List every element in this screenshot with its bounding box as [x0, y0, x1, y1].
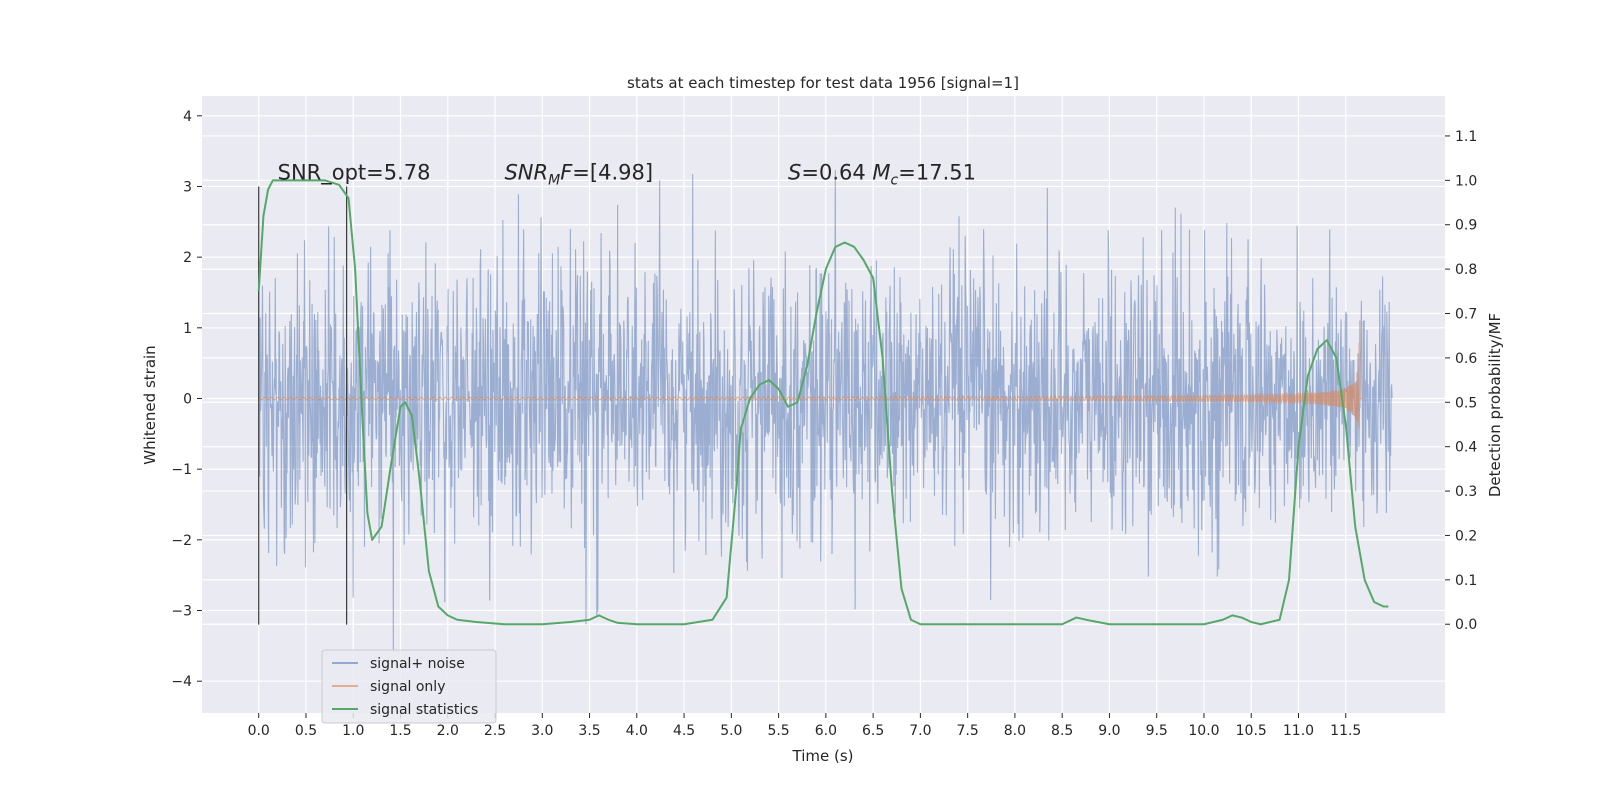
y-tick-label: −3: [171, 604, 192, 620]
y-tick-label: −4: [171, 674, 192, 690]
y2-tick-label: 0.8: [1455, 262, 1477, 278]
y2-axis-label: Detection probability/MF: [1486, 313, 1504, 497]
signal-only-line: [258, 320, 1363, 429]
y2-tick-label: 0.1: [1455, 573, 1477, 589]
vertical-lines: [258, 186, 348, 625]
legend-label-signal-only: signal only: [370, 679, 445, 695]
y2-tick-label: 0.7: [1455, 307, 1477, 323]
y2-tick-label: 0.9: [1455, 218, 1477, 234]
x-tick-label: 10.0: [1188, 723, 1219, 739]
signal-statistics-series: [257, 179, 1389, 626]
x-tick-label: 9.5: [1146, 723, 1168, 739]
legend-label-signal-plus-noise: signal+ noise: [370, 656, 465, 672]
x-tick-label: 6.0: [815, 723, 837, 739]
x-tick-label: 8.0: [1004, 723, 1026, 739]
y2-tick-label: 0.5: [1455, 395, 1477, 411]
x-tick-label: 0.0: [248, 723, 270, 739]
annotations: SNR_opt=5.78 SNRMF=[4.98] S=0.64 Mc=17.51: [278, 160, 976, 188]
signal-plus-noise-line: [258, 169, 1393, 652]
signal-statistics-line: [257, 179, 1389, 626]
y2-tick-label: 0.6: [1455, 351, 1477, 367]
x-tick-label: 7.0: [909, 723, 931, 739]
y-axis-label: Whitened strain: [141, 345, 159, 464]
y2-axis-ticks: 0.0 0.1 0.2 0.3 0.4 0.5 0.6 0.7 0.8 0.9 1.0 1.1: [1445, 129, 1477, 633]
x-tick-label: 2.5: [484, 723, 506, 739]
x-tick-label: 7.5: [957, 723, 979, 739]
y2-tick-label: 0.4: [1455, 440, 1477, 456]
y-tick-label: 4: [183, 109, 192, 125]
legend: signal+ noise signal only signal statist…: [321, 649, 497, 724]
signal-plus-noise-series: [258, 169, 1393, 652]
y2-tick-label: 0.2: [1455, 528, 1477, 544]
signal-only-series: [258, 320, 1363, 429]
x-tick-label: 0.5: [295, 723, 317, 739]
legend-label-signal-statistics: signal statistics: [370, 702, 478, 718]
x-tick-label: 11.5: [1330, 723, 1361, 739]
y-tick-label: 1: [183, 321, 192, 337]
x-axis-label: Time (s): [792, 747, 854, 765]
x-tick-label: 10.5: [1236, 723, 1267, 739]
y2-tick-label: 0.0: [1455, 617, 1477, 633]
annotation-text: SNR_opt=5.78: [278, 160, 431, 185]
annotation-text: S=0.64 Mc=17.51: [788, 160, 976, 188]
x-tick-label: 3.0: [531, 723, 553, 739]
x-tick-label: 4.5: [673, 723, 695, 739]
y2-tick-label: 0.3: [1455, 484, 1477, 500]
y-tick-label: 0: [183, 391, 192, 407]
x-tick-label: 9.0: [1098, 723, 1120, 739]
x-tick-label: 1.0: [342, 723, 364, 739]
x-tick-label: 2.0: [437, 723, 459, 739]
y-tick-label: −2: [171, 533, 192, 549]
x-tick-label: 6.5: [862, 723, 884, 739]
y2-tick-label: 1.0: [1455, 173, 1477, 189]
y2-tick-label: 1.1: [1455, 129, 1477, 145]
y-tick-label: 3: [183, 179, 192, 195]
x-tick-label: 3.5: [578, 723, 600, 739]
x-tick-label: 1.5: [389, 723, 411, 739]
x-axis-ticks: 0.0 0.5 1.0 1.5 2.0 2.5 3.0 3.5 4.0 4.5 5.0 5.5 6.0 6…: [248, 713, 1361, 739]
y-tick-label: 2: [183, 250, 192, 266]
x-tick-label: 8.5: [1051, 723, 1073, 739]
y-tick-label: −1: [171, 462, 192, 478]
x-tick-label: 5.5: [767, 723, 789, 739]
x-tick-label: 11.0: [1283, 723, 1314, 739]
legend-box: [321, 649, 497, 724]
x-tick-label: 5.0: [720, 723, 742, 739]
annotation-text: SNRMF=[4.98]: [504, 160, 653, 188]
chart-title: stats at each timestep for test data 195…: [627, 74, 1019, 92]
x-tick-label: 4.0: [626, 723, 648, 739]
y-axis-ticks: −4 −3 −2 −1 0 1 2 3 4: [171, 109, 202, 690]
